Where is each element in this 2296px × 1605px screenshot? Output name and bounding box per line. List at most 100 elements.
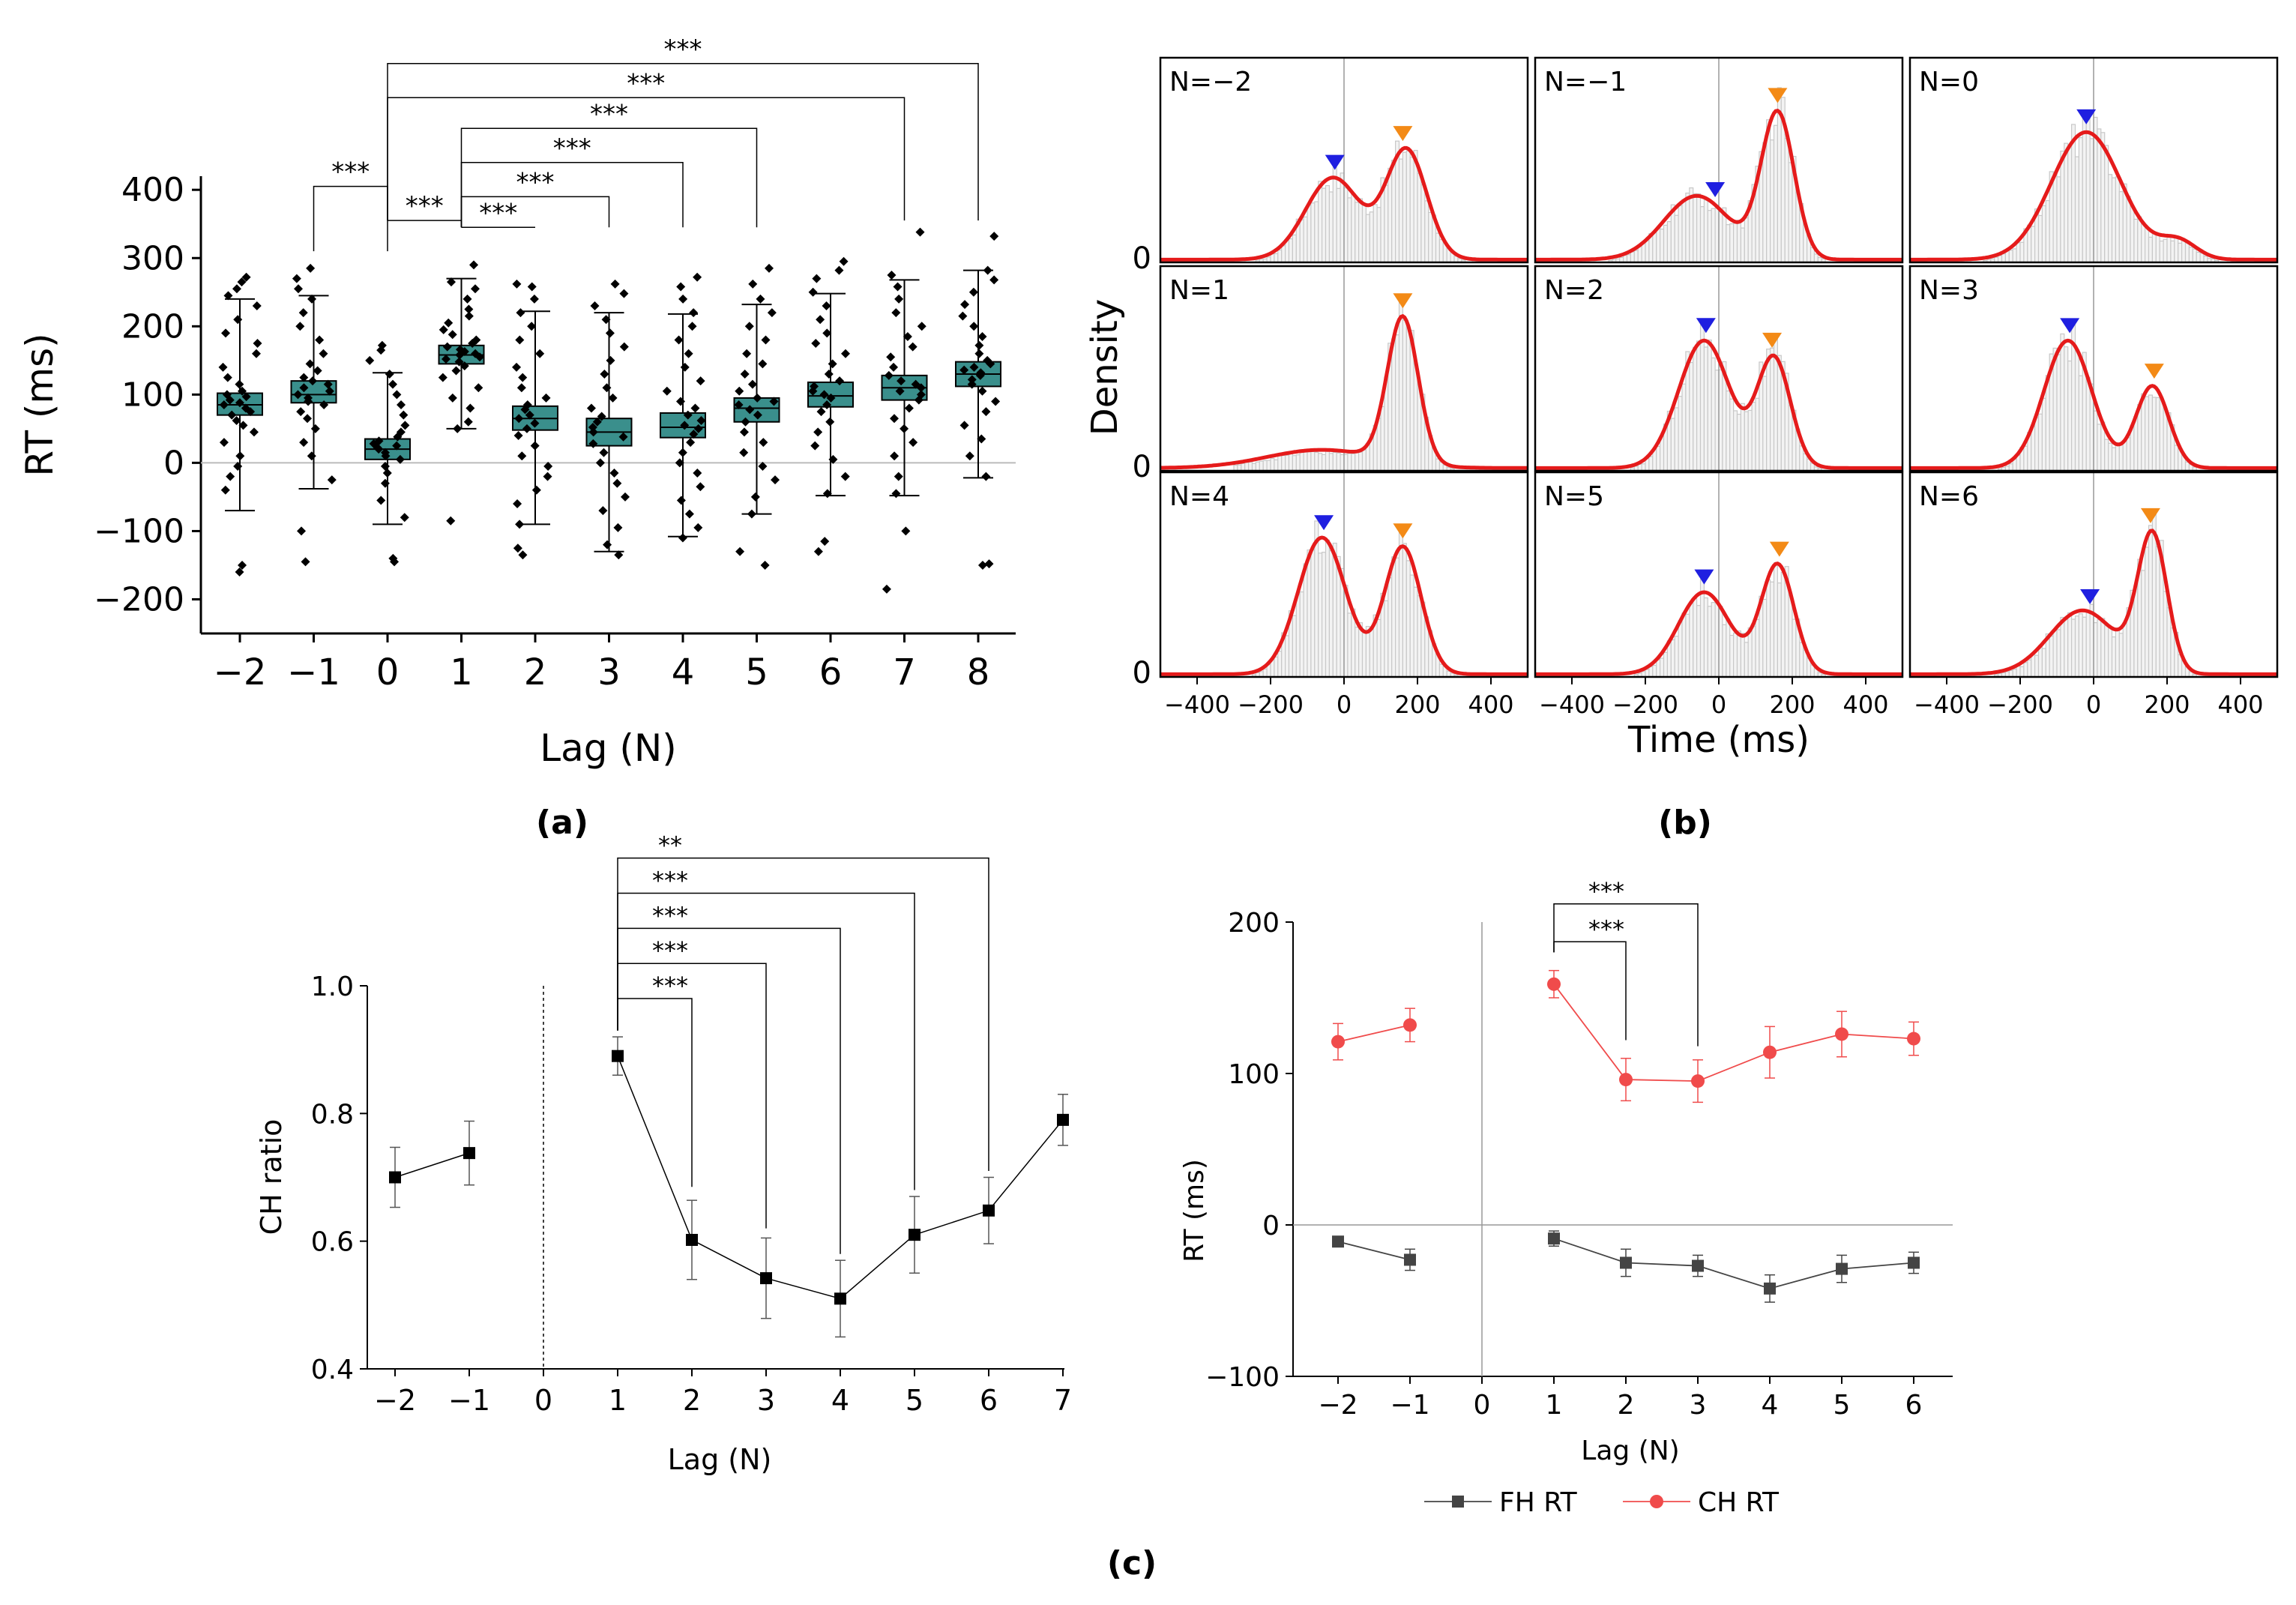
fh-rt-line <box>1337 1241 1411 1261</box>
ch-ratio-line <box>394 1152 470 1178</box>
fh-peak-marker <box>2060 318 2080 334</box>
data-point <box>235 379 244 389</box>
x-tick-label: −2 <box>214 651 267 693</box>
hist-bar <box>1358 198 1364 263</box>
data-point <box>439 325 448 334</box>
data-point <box>252 301 262 310</box>
data-point <box>916 390 926 400</box>
fh-peak-marker <box>2080 589 2100 605</box>
hist-bar <box>1744 217 1749 263</box>
kde-curve <box>1160 313 1528 470</box>
density-subplot: N=5 −400 −200 0 200 400 <box>1534 471 1904 719</box>
sig-label: *** <box>627 68 665 98</box>
data-point <box>233 315 243 325</box>
hist-bar <box>1292 455 1297 472</box>
data-point <box>227 410 237 420</box>
hist-bar <box>1428 211 1433 263</box>
hist-bar <box>1788 162 1793 263</box>
hist-bar <box>2085 113 2091 263</box>
hist-bar <box>1413 364 1418 472</box>
hist-bar <box>1310 549 1316 678</box>
hist-bar <box>1351 453 1356 472</box>
data-point <box>820 537 830 546</box>
hist-bar <box>2034 654 2040 678</box>
hist-bar <box>2111 636 2117 678</box>
data-point <box>696 376 705 386</box>
data-point <box>834 265 844 275</box>
data-point <box>295 322 305 331</box>
ch-rt-line <box>1337 1024 1411 1043</box>
x-tick-label: 3 <box>757 1384 775 1417</box>
data-point <box>886 352 896 362</box>
hist-bar <box>2108 442 2113 472</box>
data-point <box>513 499 522 509</box>
hist-bar <box>1660 657 1665 678</box>
data-point <box>676 282 686 292</box>
hist-bar <box>2097 424 2102 472</box>
data-point <box>469 260 479 270</box>
data-point <box>471 335 481 345</box>
data-point <box>308 376 318 386</box>
hist-bar <box>2078 613 2083 678</box>
data-point <box>813 427 823 437</box>
hist-bar <box>2145 546 2150 678</box>
data-point <box>222 390 232 400</box>
hist-bar <box>2192 248 2197 263</box>
x-tick-label: 8 <box>967 651 990 693</box>
hist-bar <box>1788 405 1793 472</box>
hist-bar <box>2071 618 2076 678</box>
hist-bar <box>1755 618 1760 678</box>
data-point <box>529 294 539 304</box>
data-point <box>693 272 702 282</box>
hist-bar <box>2155 397 2160 472</box>
data-point <box>388 379 398 389</box>
y-tick-label: 0 <box>163 444 184 482</box>
hist-bar <box>1645 240 1650 263</box>
hist-bar <box>1347 197 1352 263</box>
fh-rt-point <box>1692 1259 1704 1272</box>
data-point <box>891 489 901 499</box>
data-point <box>515 335 525 345</box>
data-point <box>235 398 244 408</box>
fh-rt-point <box>1908 1256 1920 1269</box>
hist-bar <box>2145 226 2150 263</box>
data-point <box>233 461 243 471</box>
hist-bar <box>1270 457 1275 472</box>
ch-peak-marker <box>2144 364 2164 379</box>
data-point <box>446 277 456 287</box>
hist-bar <box>1751 402 1756 472</box>
hist-bar <box>1803 453 1808 472</box>
hist-bar <box>1766 579 1771 678</box>
hist-bar <box>1274 253 1279 263</box>
hist-bar <box>2056 629 2061 678</box>
data-point <box>399 410 409 420</box>
data-point <box>310 424 320 433</box>
data-point <box>588 439 598 448</box>
data-point <box>893 282 903 292</box>
data-point <box>223 373 232 382</box>
hist-bar <box>2012 669 2017 678</box>
data-point <box>600 370 609 379</box>
data-point <box>696 482 705 492</box>
sig-label: *** <box>590 99 628 129</box>
data-point <box>967 375 977 385</box>
hist-bar <box>2163 409 2168 472</box>
x-tick-label: 400 <box>1468 690 1513 719</box>
fh-peak-marker <box>1696 318 1716 334</box>
hist-bar <box>1733 223 1738 263</box>
data-point <box>822 400 832 409</box>
hist-bar <box>1277 651 1283 678</box>
hist-bar <box>1417 595 1422 678</box>
hist-bar <box>2151 232 2157 263</box>
hist-bar <box>1747 627 1753 678</box>
kde-curve <box>1535 109 1902 262</box>
panel-label-a: (a) <box>536 804 588 842</box>
hist-bar <box>2163 238 2168 263</box>
subplot-label: N=0 <box>1919 67 1979 97</box>
hist-bar <box>2085 376 2091 472</box>
hist-bar <box>1693 346 1698 472</box>
hist-bar <box>1387 167 1393 263</box>
hist-bar <box>1351 193 1356 263</box>
hist-bar <box>1435 458 1441 472</box>
